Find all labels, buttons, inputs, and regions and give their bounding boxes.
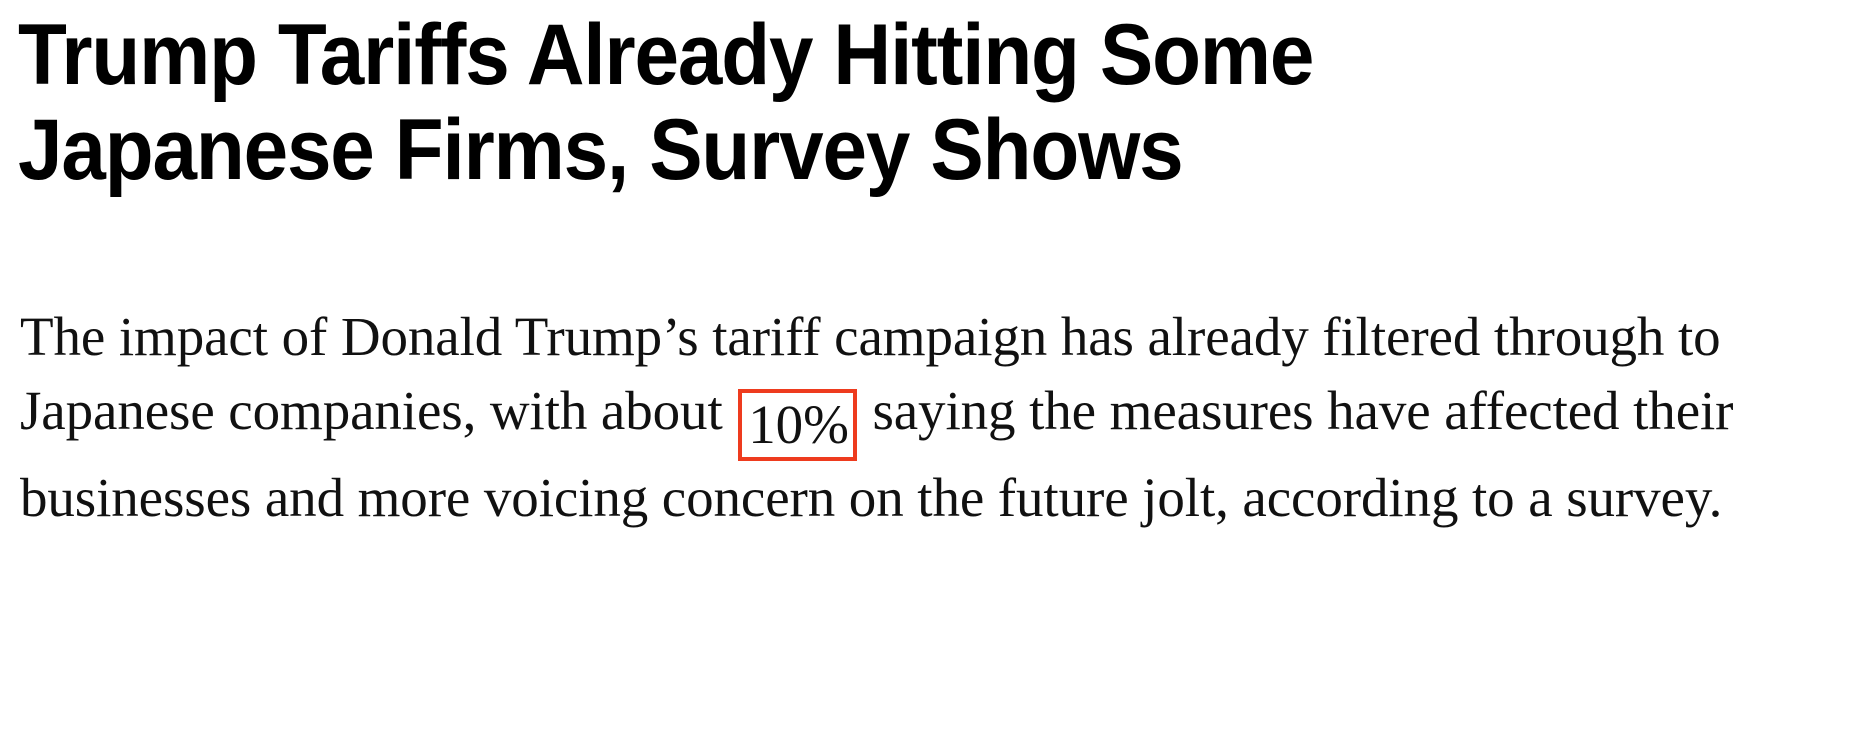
highlighted-percentage-value[interactable]: 10%	[738, 389, 857, 461]
article-body-paragraph: The impact of Donald Trump’s tariff camp…	[20, 300, 1830, 535]
page-title: Trump Tariffs Already Hitting Some Japan…	[18, 7, 1314, 198]
body-text-before-highlight: The impact of Donald Trump’s tariff camp…	[20, 306, 1735, 441]
body-text-after-highlight: saying the measures have affected their …	[20, 380, 1748, 528]
